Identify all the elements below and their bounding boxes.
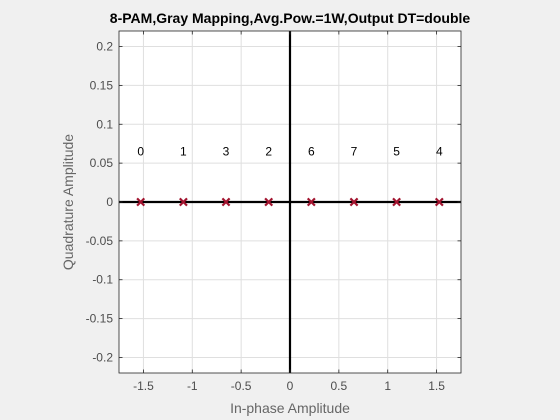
x-tick-label: 0	[287, 379, 294, 393]
data-point-marker	[306, 197, 316, 207]
chart-title: 8-PAM,Gray Mapping,Avg.Pow.=1W,Output DT…	[110, 10, 471, 26]
data-point-marker	[136, 197, 146, 207]
data-point-marker	[434, 197, 444, 207]
y-tick-label: 0.2	[96, 40, 113, 54]
x-axis-label: In-phase Amplitude	[230, 400, 350, 416]
data-point-marker	[392, 197, 401, 207]
x-tick-label: -0.5	[231, 379, 252, 393]
y-tick-label: -0.15	[86, 312, 114, 326]
tick-marks	[119, 31, 461, 373]
symbol-label: 6	[308, 144, 315, 158]
symbol-label: 0	[137, 144, 144, 158]
x-tick-label: -1	[187, 379, 198, 393]
x-tick-label: 1.5	[428, 379, 445, 393]
symbol-label: 3	[223, 144, 230, 158]
data-point-marker	[264, 197, 274, 207]
y-tick-label: -0.1	[92, 273, 113, 287]
x-tick-label: 1	[384, 379, 391, 393]
symbol-label: 1	[180, 144, 187, 158]
data-point-marker	[349, 197, 359, 207]
y-tick-labels: -0.2 -0.15 -0.1 -0.05 0 0.05 0.1 0.15 0.2	[86, 40, 114, 365]
y-tick-label: -0.05	[86, 234, 114, 248]
y-tick-label: 0.15	[90, 78, 114, 92]
symbol-label: 5	[393, 144, 400, 158]
y-tick-label: 0	[106, 195, 113, 209]
data-markers	[136, 197, 444, 207]
zero-axis-lines	[119, 31, 461, 373]
data-point-marker	[221, 197, 231, 207]
y-axis-label: Quadrature Amplitude	[60, 134, 76, 270]
x-tick-label: -1.5	[133, 379, 154, 393]
y-tick-label: 0.05	[90, 156, 114, 170]
data-point-marker	[179, 197, 188, 207]
x-tick-label: 0.5	[331, 379, 348, 393]
symbol-label: 4	[436, 144, 443, 158]
x-tick-labels: -1.5 -1 -0.5 0 0.5 1 1.5	[133, 379, 445, 393]
y-tick-label: 0.1	[96, 117, 113, 131]
y-tick-label: -0.2	[92, 350, 113, 364]
symbol-labels: 0 1 3 2 6 7 5 4	[137, 144, 443, 158]
symbol-label: 2	[265, 144, 272, 158]
symbol-label: 7	[351, 144, 358, 158]
